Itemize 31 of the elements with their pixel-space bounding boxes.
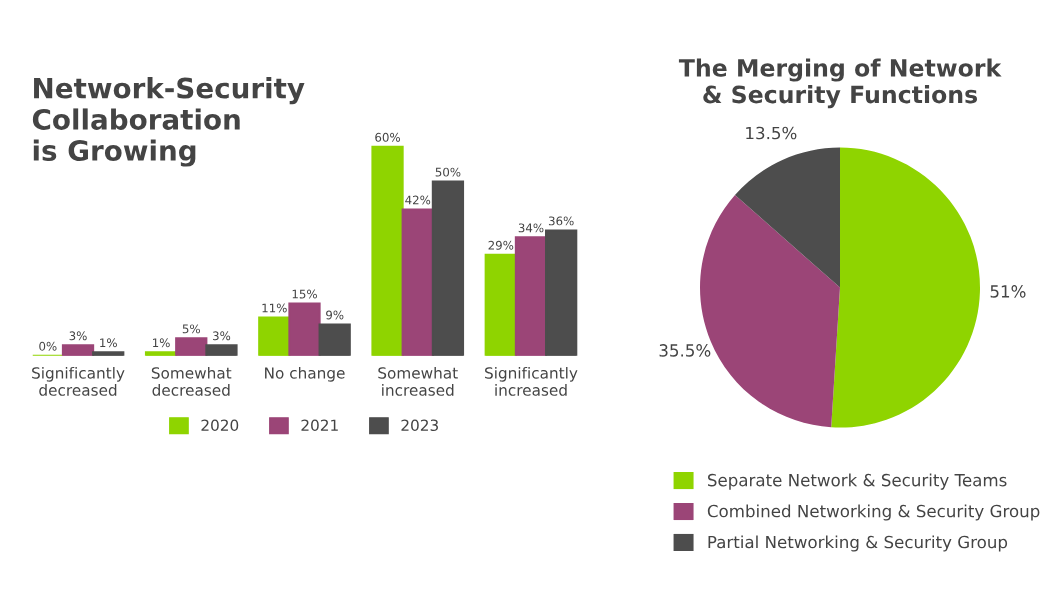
data-label: 1% [100,338,117,348]
x-tick-label: No change [265,366,345,382]
legend-label: Partial Networking & Security Group [708,535,1008,552]
legend-label: 2023 [401,419,438,432]
chart-title: Network-Security Collaboration is Growing [32,77,305,167]
x-tick-label: Somewhat decreased [151,366,232,396]
data-label: 0% [39,341,57,351]
x-tick-label: Somewhat increased [378,366,458,396]
data-label: 9% [326,310,344,320]
x-tick-label: Significantly increased [485,366,578,396]
x-tick-label: Significantly decreased [32,366,125,396]
legend-label: Separate Network & Security Teams [707,473,1007,490]
legend-label: 2021 [301,419,338,432]
data-label: 35.5% [659,344,711,357]
data-label: 3% [213,331,231,341]
legend-label: 2020 [201,419,239,432]
data-label: 42% [405,195,431,205]
chart-title: The Merging of Network & Security Functions [678,58,1002,109]
data-label: 1% [153,338,170,348]
legend-label: Combined Networking & Security Group [707,504,1040,521]
data-label: 50% [435,167,461,177]
data-label: 11% [262,303,287,313]
data-label: 13.5% [746,126,797,140]
data-label: 51% [990,285,1026,298]
data-label: 36% [548,216,574,226]
data-label: 34% [518,223,544,233]
data-label: 60% [375,132,401,142]
data-label: 5% [182,324,200,334]
data-label: 29% [488,240,514,250]
data-label: 3% [69,331,87,341]
data-label: 15% [292,289,317,299]
